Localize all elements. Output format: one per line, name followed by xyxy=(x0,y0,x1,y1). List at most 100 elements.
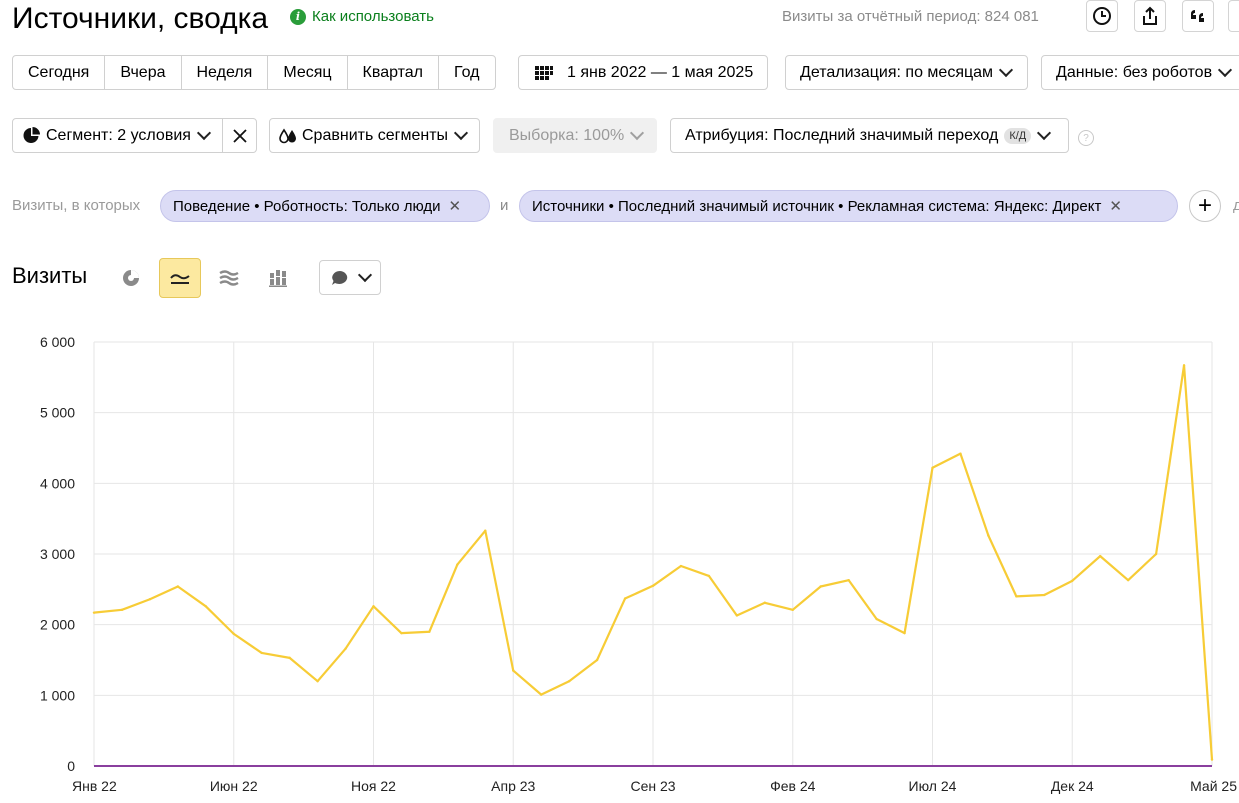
data-point xyxy=(987,534,990,537)
y-tick-label: 3 000 xyxy=(40,546,75,562)
period-year-button[interactable]: Год xyxy=(454,64,480,81)
compare-segments-dropdown[interactable]: Сравнить сегменты xyxy=(269,118,480,153)
line-view-button[interactable] xyxy=(159,258,201,298)
close-icon[interactable]: ✕ xyxy=(1109,198,1122,215)
period-month-button[interactable]: Месяц xyxy=(268,56,348,89)
period-today-button[interactable]: Сегодня xyxy=(13,56,106,89)
more-button[interactable] xyxy=(1228,0,1239,32)
close-icon[interactable]: ✕ xyxy=(448,198,462,215)
y-tick-label: 2 000 xyxy=(40,617,75,633)
stacked-area-icon xyxy=(219,270,239,286)
how-to-use-link[interactable]: i Как использовать xyxy=(290,8,434,25)
data-point xyxy=(1154,552,1158,556)
visits-line-chart: 0 1 000 2 000 3 000 4 000 5 000 6 000 Янв 22 Июн… xyxy=(40,334,1237,794)
chevron-down-icon xyxy=(196,125,211,141)
data-point xyxy=(1210,758,1214,761)
data-point xyxy=(875,617,878,621)
comments-dropdown[interactable] xyxy=(319,260,381,295)
data-point xyxy=(400,631,403,635)
data-point xyxy=(1099,554,1102,558)
data-point xyxy=(540,693,543,696)
data-point xyxy=(288,656,291,660)
filter-chip-label: Источники • Последний значимый источник … xyxy=(532,197,1102,215)
info-icon: i xyxy=(290,8,306,25)
data-point xyxy=(92,611,96,614)
data-point xyxy=(791,608,794,612)
segment-dropdown[interactable]: Сегмент: 2 условия xyxy=(12,118,223,153)
chevron-down-icon xyxy=(453,125,469,141)
export-button[interactable] xyxy=(1134,0,1166,32)
x-tick-label: Июн 22 xyxy=(210,778,258,794)
data-point xyxy=(931,466,934,469)
y-tick-label: 5 000 xyxy=(40,405,75,421)
y-tick-label: 6 000 xyxy=(40,334,75,350)
help-icon[interactable]: ? xyxy=(1078,130,1094,146)
data-point xyxy=(903,631,906,635)
filter-chip-source[interactable]: Источники • Последний значимый источник … xyxy=(519,190,1178,222)
area-view-button[interactable] xyxy=(208,258,250,298)
period-yesterday-button[interactable]: Вчера xyxy=(105,56,182,89)
x-tick-label: Сен 23 xyxy=(630,778,675,794)
bar-view-button[interactable] xyxy=(257,258,299,298)
data-point xyxy=(1182,364,1186,367)
x-tick-label: Дек 24 xyxy=(1051,778,1094,794)
y-tick-label: 4 000 xyxy=(40,475,75,491)
data-point xyxy=(651,584,655,587)
comment-icon xyxy=(332,270,348,285)
data-point xyxy=(316,680,319,683)
drops-icon xyxy=(279,128,296,143)
share-icon xyxy=(1143,6,1157,25)
data-point xyxy=(847,578,850,582)
filter-chip-robots[interactable]: Поведение • Роботность: Только люди ✕ xyxy=(160,190,490,222)
history-button[interactable] xyxy=(1086,0,1118,32)
add-filter-button[interactable]: + xyxy=(1189,190,1221,222)
x-tick-label: Июл 24 xyxy=(909,778,957,794)
data-filter-dropdown[interactable]: Данные: без роботов xyxy=(1041,55,1239,90)
data-point xyxy=(232,632,235,636)
data-point xyxy=(456,563,459,566)
segment-clear-button[interactable] xyxy=(222,118,257,153)
data-point xyxy=(1126,578,1130,582)
close-icon xyxy=(232,128,247,143)
data-point xyxy=(735,614,739,617)
calendar-icon xyxy=(535,65,553,80)
chevron-down-icon xyxy=(357,267,373,283)
segment-label: Сегмент: 2 условия xyxy=(46,126,191,144)
period-selector: Сегодня Вчера Неделя Месяц Квартал Год xyxy=(12,55,496,90)
x-tick-label: Апр 23 xyxy=(491,778,535,794)
pie-chart-icon xyxy=(123,270,139,286)
data-point xyxy=(623,597,627,600)
filters-trailing-text: д xyxy=(1233,197,1239,214)
detail-label: Детализация: по месяцам xyxy=(800,63,994,81)
y-tick-label: 0 xyxy=(67,758,75,774)
compare-segments-label: Сравнить сегменты xyxy=(302,126,449,144)
x-tick-label: Май 25 xyxy=(1190,778,1237,794)
date-range-button[interactable]: 1 янв 2022 — 1 мая 2025 xyxy=(518,55,768,90)
period-quarter-button[interactable]: Квартал xyxy=(348,56,440,89)
period-week-button[interactable]: Неделя xyxy=(182,56,269,89)
data-point xyxy=(484,529,487,532)
data-point xyxy=(372,605,375,608)
detail-dropdown[interactable]: Детализация: по месяцам xyxy=(785,55,1028,90)
data-point xyxy=(120,608,124,612)
visits-total: Визиты за отчётный период: 824 081 xyxy=(782,8,1039,25)
chevron-down-icon xyxy=(1217,62,1233,78)
data-filter-label: Данные: без роботов xyxy=(1056,63,1213,81)
attribution-badge: К/Д xyxy=(1004,127,1032,144)
data-point xyxy=(1043,593,1046,597)
y-tick-label: 1 000 xyxy=(40,687,75,703)
chevron-down-icon xyxy=(630,125,645,141)
pie-view-button[interactable] xyxy=(110,258,152,298)
data-point xyxy=(1071,579,1074,583)
attribution-dropdown[interactable]: Атрибуция: Последний значимый переход К/… xyxy=(670,118,1069,153)
data-point xyxy=(512,669,515,672)
filters-prefix: Визиты, в которых xyxy=(12,197,141,214)
sample-dropdown[interactable]: Выборка: 100% xyxy=(493,118,657,153)
x-tick-label: Фев 24 xyxy=(770,778,816,794)
data-point xyxy=(679,564,683,568)
feedback-button[interactable] xyxy=(1182,0,1214,32)
attribution-label: Атрибуция: Последний значимый переход xyxy=(685,126,999,144)
chevron-down-icon xyxy=(998,62,1014,78)
data-point xyxy=(707,574,711,578)
clock-icon xyxy=(1093,7,1111,25)
